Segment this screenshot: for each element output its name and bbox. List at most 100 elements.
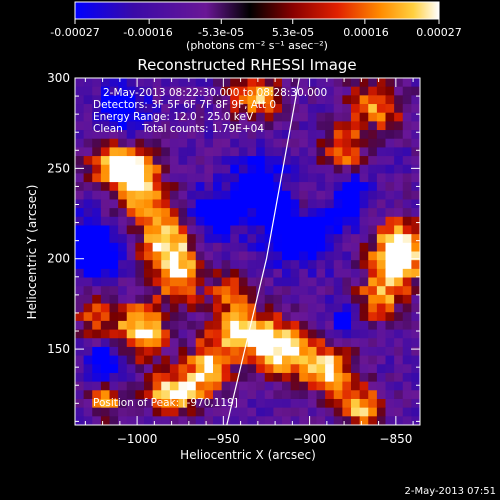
heatmap-cell (368, 346, 378, 357)
heatmap-cell (135, 199, 145, 209)
heatmap-cell (325, 329, 335, 339)
heatmap-cell (109, 260, 119, 270)
heatmap-cell (152, 398, 162, 409)
energy-range-text: Energy Range: 12.0 - 25.0 keV (93, 111, 254, 123)
heatmap-cell (204, 390, 214, 400)
heatmap-cell (282, 407, 292, 417)
heatmap-cell (161, 312, 171, 322)
heatmap-cell (126, 173, 136, 183)
heatmap-cell (290, 407, 300, 417)
heatmap-cell (221, 95, 231, 105)
clean-text: Clean (93, 123, 123, 135)
colorbar-ticks (74, 19, 440, 24)
heatmap-cell (411, 86, 420, 96)
heatmap-cell (264, 329, 274, 339)
heatmap-cell (135, 312, 145, 322)
heatmap-cell (290, 355, 300, 365)
heatmap-cell (238, 355, 248, 365)
heatmap-cell (83, 182, 93, 192)
heatmap-cell (187, 147, 197, 157)
heatmap-cell (290, 242, 300, 252)
heatmap-cell (402, 182, 412, 192)
heatmap-cell (273, 251, 283, 261)
heatmap-cell (351, 286, 361, 296)
heatmap-cell (333, 121, 343, 131)
heatmap-cell (144, 320, 154, 330)
heatmap-cell (126, 130, 136, 140)
heatmap-cell (316, 381, 326, 391)
heatmap-cell (230, 346, 240, 357)
heatmap-cell (83, 277, 93, 287)
heatmap-cell (290, 277, 300, 287)
heatmap-cell (273, 303, 283, 313)
heatmap-cell (109, 277, 119, 287)
heatmap-cell (195, 398, 205, 409)
heatmap-cell (290, 156, 300, 166)
heatmap-cell (178, 147, 188, 157)
heatmap-cell (83, 130, 93, 140)
heatmap-cell (342, 260, 352, 270)
heatmap-cell (135, 138, 145, 148)
heatmap-cell (221, 216, 231, 226)
heatmap-cell (359, 338, 369, 348)
heatmap-cell (118, 329, 128, 339)
heatmap-cell (152, 138, 162, 148)
heatmap-cell (126, 320, 136, 330)
heatmap-cell (100, 346, 110, 357)
heatmap-cell (333, 320, 343, 330)
heatmap-cell (307, 147, 317, 157)
heatmap-cell (92, 260, 102, 270)
heatmap-cell (152, 329, 162, 339)
heatmap-cell (247, 78, 257, 88)
heatmap-cell (385, 407, 395, 417)
heatmap-cell (118, 398, 128, 409)
heatmap-cell (376, 182, 386, 192)
heatmap-cell (316, 121, 326, 131)
heatmap-cell (307, 190, 317, 200)
heatmap-cell (256, 199, 266, 209)
heatmap-cell (411, 320, 420, 330)
heatmap-cell (247, 303, 257, 313)
heatmap-cell (221, 338, 231, 348)
heatmap-cell (342, 182, 352, 192)
heatmap-cell (178, 164, 188, 174)
heatmap-cell (109, 225, 119, 235)
heatmap-cell (195, 225, 205, 235)
heatmap-cell (247, 242, 257, 252)
heatmap-cell (75, 390, 85, 400)
heatmap-cell (376, 164, 386, 174)
heatmap-cell (299, 234, 309, 244)
heatmap-cell (161, 294, 171, 304)
heatmap-cell (299, 147, 309, 157)
solar-limb-line (226, 78, 300, 425)
heatmap-cell (83, 346, 93, 357)
heatmap-cell (376, 294, 386, 304)
heatmap-cell (307, 130, 317, 140)
heatmap-cell (325, 312, 335, 322)
heatmap-cell (247, 381, 257, 391)
heatmap-cell (204, 234, 214, 244)
heatmap-cell (273, 86, 283, 96)
heatmap-cell (307, 112, 317, 122)
total-counts-text: Total counts: 1.79E+04 (141, 123, 264, 135)
heatmap-cell (402, 138, 412, 148)
heatmap-cell (144, 216, 154, 226)
heatmap-cell (333, 260, 343, 270)
heatmap-cell (195, 364, 205, 374)
heatmap-cell (351, 216, 361, 226)
heatmap-cell (135, 329, 145, 339)
heatmap-cell (230, 390, 240, 400)
heatmap-cell (221, 294, 231, 304)
heatmap-cell (92, 95, 102, 105)
heatmap-cell (92, 416, 102, 425)
heatmap-cell (126, 138, 136, 148)
heatmap-cell (92, 182, 102, 192)
heatmap-cell (135, 303, 145, 313)
heatmap-cell (342, 234, 352, 244)
heatmap-cell (273, 381, 283, 391)
heatmap-cell (342, 112, 352, 122)
heatmap-cell (247, 104, 257, 114)
heatmap-cell (109, 251, 119, 261)
heatmap-cell (394, 182, 404, 192)
heatmap-cell (109, 407, 119, 417)
